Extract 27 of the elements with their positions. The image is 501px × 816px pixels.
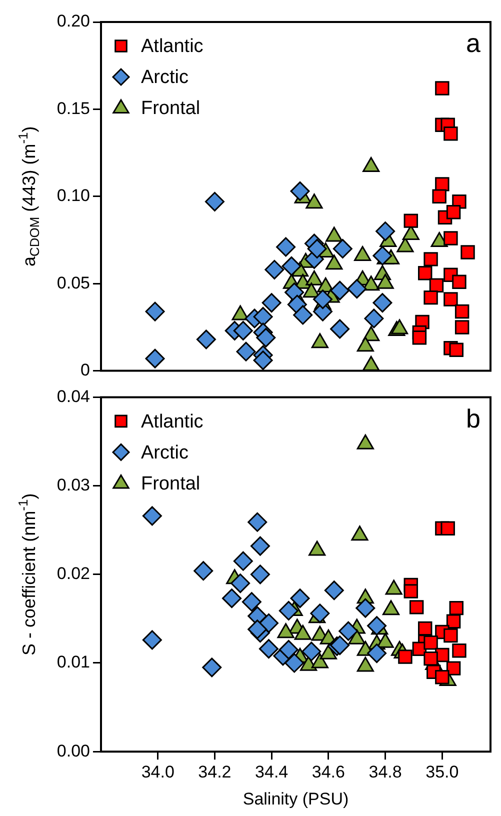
y-tick-label: 0.03	[56, 475, 90, 494]
legend-label: Atlantic	[141, 36, 204, 58]
legend-label: Arctic	[141, 67, 188, 88]
x-tick-label: 34.8	[368, 762, 402, 782]
legend-label: Atlantic	[141, 411, 204, 432]
legend-label: Frontal	[141, 98, 200, 120]
y-tick-label: 0	[80, 360, 90, 380]
annotation: b	[466, 403, 480, 434]
y-tick-label: 0.04	[56, 386, 90, 406]
y-axis-title: aCDOM (443) (m-1)	[15, 126, 42, 267]
y-tick-label: 0.01	[56, 652, 90, 672]
y-tick-label: 0.15	[56, 98, 90, 118]
x-tick-label: 35.0	[426, 762, 459, 782]
legend-label: Arctic	[141, 442, 188, 464]
x-axis-title: Salinity (PSU)	[242, 789, 349, 808]
y-tick-label: 0.02	[56, 564, 90, 584]
y-tick-label: 0.20	[56, 12, 90, 31]
legend-label: Frontal	[141, 473, 200, 494]
x-tick-label: 34.2	[198, 762, 232, 782]
x-tick-label: 34.4	[255, 762, 288, 782]
y-tick-label: 0.00	[56, 741, 90, 760]
y-axis-title: S - coefficient (nm-1)	[15, 493, 39, 656]
annotation: a	[466, 28, 482, 58]
x-tick-label: 34.0	[141, 762, 174, 782]
y-tick-label: 0.05	[56, 273, 90, 292]
y-tick-label: 0.10	[56, 186, 90, 206]
x-tick-label: 34.6	[312, 762, 345, 782]
